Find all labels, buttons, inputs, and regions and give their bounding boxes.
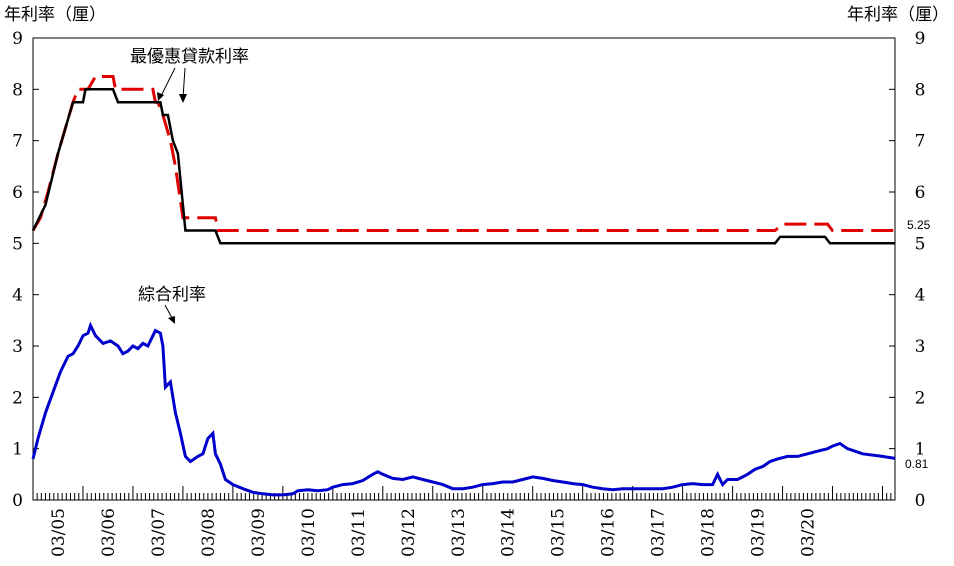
x-tick-label: 03/14 bbox=[499, 508, 519, 557]
y-tick-label-right: 3 bbox=[915, 337, 926, 357]
x-tick-label: 03/12 bbox=[399, 508, 419, 557]
y-tick-label-left: 7 bbox=[12, 132, 23, 152]
x-tick-label: 03/17 bbox=[649, 508, 669, 557]
composite-arrowhead bbox=[168, 316, 175, 324]
series-line-upper bbox=[31, 75, 895, 232]
y-tick-label-right: 0 bbox=[915, 491, 926, 511]
y-tick-label-right: 7 bbox=[915, 132, 926, 152]
end-value-upper: 5.25 bbox=[907, 218, 931, 232]
best-lending-arrowhead-1 bbox=[157, 92, 164, 101]
best-lending-arrowhead-2 bbox=[179, 94, 187, 103]
y-tick-label-left: 6 bbox=[12, 183, 23, 203]
y-tick-label-left: 9 bbox=[12, 29, 23, 49]
y-axis-ticks: 0 0 1 1 2 2 3 3 4 4 5 5 6 6 7 7 8 8 9 9 bbox=[12, 29, 925, 511]
y-tick-label-left: 2 bbox=[12, 388, 23, 408]
y-tick-label-left: 8 bbox=[12, 80, 23, 100]
x-tick-label: 03/06 bbox=[99, 508, 119, 557]
series-line-composite bbox=[31, 321, 896, 497]
best-lending-rate-label: 最優惠貸款利率 bbox=[130, 47, 249, 67]
y-tick-label-right: 5 bbox=[915, 234, 926, 254]
x-tick-label: 03/09 bbox=[249, 508, 269, 557]
y-tick-label-left: 1 bbox=[12, 440, 23, 460]
y-tick-label-right: 8 bbox=[915, 80, 926, 100]
left-axis-title: 年利率（厘） bbox=[4, 5, 106, 25]
x-tick-label: 03/08 bbox=[199, 508, 219, 557]
x-tick-label: 03/15 bbox=[549, 508, 569, 557]
right-axis-title: 年利率（厘） bbox=[847, 5, 949, 25]
x-tick-label: 03/11 bbox=[349, 508, 369, 557]
x-axis-ticks: 03/05 03/06 03/07 03/08 03/09 03/10 03/11 03/12… bbox=[32, 486, 896, 557]
y-tick-label-right: 2 bbox=[915, 388, 926, 408]
y-tick-label-left: 4 bbox=[12, 286, 23, 306]
plot-frame bbox=[32, 37, 896, 501]
x-tick-label: 03/19 bbox=[749, 508, 769, 557]
series-layer bbox=[31, 75, 896, 497]
x-tick-label: 03/16 bbox=[599, 508, 619, 557]
end-value-composite: 0.81 bbox=[905, 457, 929, 471]
x-tick-label: 03/10 bbox=[299, 508, 319, 557]
x-tick-label: 03/07 bbox=[149, 508, 169, 557]
y-tick-label-right: 4 bbox=[915, 286, 926, 306]
x-tick-label: 03/20 bbox=[799, 508, 819, 557]
best-lending-arrow-1 bbox=[159, 67, 176, 99]
series-line-lower bbox=[31, 88, 895, 245]
composite-arrow bbox=[164, 304, 173, 319]
best-lending-arrow-2 bbox=[182, 67, 186, 99]
y-tick-label-right: 6 bbox=[915, 183, 926, 203]
y-tick-label-left: 5 bbox=[12, 234, 23, 254]
x-tick-label: 03/05 bbox=[49, 508, 69, 557]
composite-rate-label: 綜合利率 bbox=[138, 285, 206, 305]
y-tick-label-right: 9 bbox=[915, 29, 926, 49]
x-tick-label: 03/13 bbox=[449, 508, 469, 557]
y-tick-label-right: 1 bbox=[915, 440, 926, 460]
y-tick-label-left: 0 bbox=[12, 491, 23, 511]
y-tick-label-left: 3 bbox=[12, 337, 23, 357]
x-tick-label: 03/18 bbox=[699, 508, 719, 557]
